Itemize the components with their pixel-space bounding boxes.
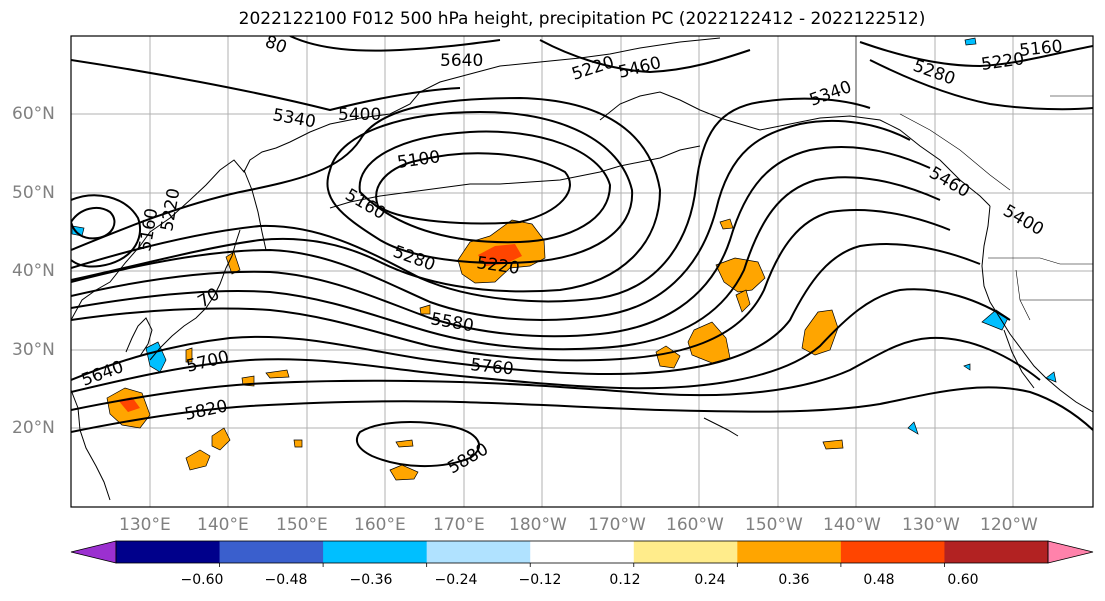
- colorbar-segment: [840, 541, 945, 563]
- colorbar-arrow-high: [1047, 540, 1094, 564]
- colorbar-segment: [219, 541, 324, 563]
- lon-label: 180°W: [509, 515, 567, 535]
- height-contours: [71, 36, 1093, 468]
- contour-5520: [71, 176, 941, 351]
- lat-label: 40°N: [12, 261, 55, 281]
- lon-label: 130°E: [119, 515, 171, 535]
- colorbar-segment: [633, 541, 738, 563]
- colorbar-segment: [426, 541, 531, 563]
- borders: [855, 36, 1093, 321]
- colorbar-tick-label: −0.60: [180, 572, 224, 588]
- colorbar-tick-label: 0.24: [694, 572, 726, 588]
- colorbar-frame: [115, 540, 1049, 564]
- lon-label: 160°E: [354, 515, 406, 535]
- kamchatka: [243, 169, 267, 251]
- lon-label: 170°E: [433, 515, 485, 535]
- colorbar-tick-label: −0.48: [264, 572, 308, 588]
- colorbar-tick-label: −0.36: [349, 572, 393, 588]
- colorbar-segment: [530, 541, 635, 563]
- lon-label: 120°W: [980, 515, 1038, 535]
- contour-5160-west: [71, 206, 116, 240]
- contour-5220: [326, 110, 634, 265]
- contour-5220-west: [71, 194, 141, 268]
- colorbar-tick-label: 0.48: [863, 572, 895, 588]
- precip-area-subtropical: [687, 321, 731, 364]
- colorbar-tick-label: −0.24: [434, 572, 478, 588]
- map-frame: [70, 35, 1094, 508]
- lat-label: 20°N: [12, 418, 55, 438]
- baja: [1003, 329, 1035, 389]
- na-coast: [981, 205, 1093, 413]
- precip-core-central-pacific: [478, 244, 522, 266]
- map-title: 2022122100 F012 500 hPa height, precipit…: [238, 9, 926, 29]
- contour-label: 5640: [440, 51, 483, 71]
- colorbar-tick-label: 0.36: [778, 572, 810, 588]
- contour-label: 5400: [338, 105, 381, 125]
- colorbar-arrow-low: [70, 540, 117, 564]
- lon-label: 150°W: [745, 515, 803, 535]
- contour-5880: [355, 421, 481, 468]
- colorbar-segment: [323, 541, 428, 563]
- contour-5460: [71, 145, 931, 338]
- lat-label: 30°N: [12, 340, 55, 360]
- lat-label: 50°N: [12, 183, 55, 203]
- coastlines: [71, 37, 1093, 501]
- contour-5280: [71, 96, 662, 293]
- contour-label: 5160: [1018, 37, 1063, 61]
- colorbar-tick-label: −0.12: [518, 572, 562, 588]
- colorbar-segment: [737, 541, 842, 563]
- hawaii: [703, 417, 739, 437]
- alaska-coast: [599, 91, 991, 207]
- colorbar-tick-label: 0.12: [609, 572, 641, 588]
- contour-5700: [71, 288, 1011, 393]
- contour-5400: [71, 119, 911, 321]
- colorbar-segments: [70, 540, 1094, 564]
- colorbar-segment: [116, 541, 221, 563]
- lon-label: 160°W: [666, 515, 724, 535]
- contour-label: 5760: [469, 355, 514, 379]
- colorbar-segment: [944, 541, 1049, 563]
- asia-coast: [71, 37, 721, 321]
- lon-label: 140°E: [197, 515, 249, 535]
- precip-area-east: [801, 309, 839, 356]
- colorbar-tick-label: 0.60: [947, 572, 979, 588]
- contour-5580: [71, 209, 951, 362]
- lon-label: 170°W: [588, 515, 646, 535]
- lon-label: 140°W: [823, 515, 881, 535]
- contour-5340: [71, 97, 871, 303]
- contour-5760: [71, 336, 1041, 411]
- korea-coast: [125, 317, 153, 357]
- contour-label: 80: [262, 32, 289, 58]
- lon-label: 150°E: [276, 515, 328, 535]
- japan-coast: [149, 229, 241, 361]
- contour-5160: [358, 130, 612, 244]
- colorbar: [70, 540, 1094, 567]
- lat-label: 60°N: [12, 104, 55, 124]
- lon-label: 130°W: [902, 515, 960, 535]
- contour-5640: [71, 243, 981, 381]
- contour-5820: [71, 386, 1093, 433]
- precipitation-shading: [71, 37, 1057, 481]
- contour-5100: [375, 152, 571, 225]
